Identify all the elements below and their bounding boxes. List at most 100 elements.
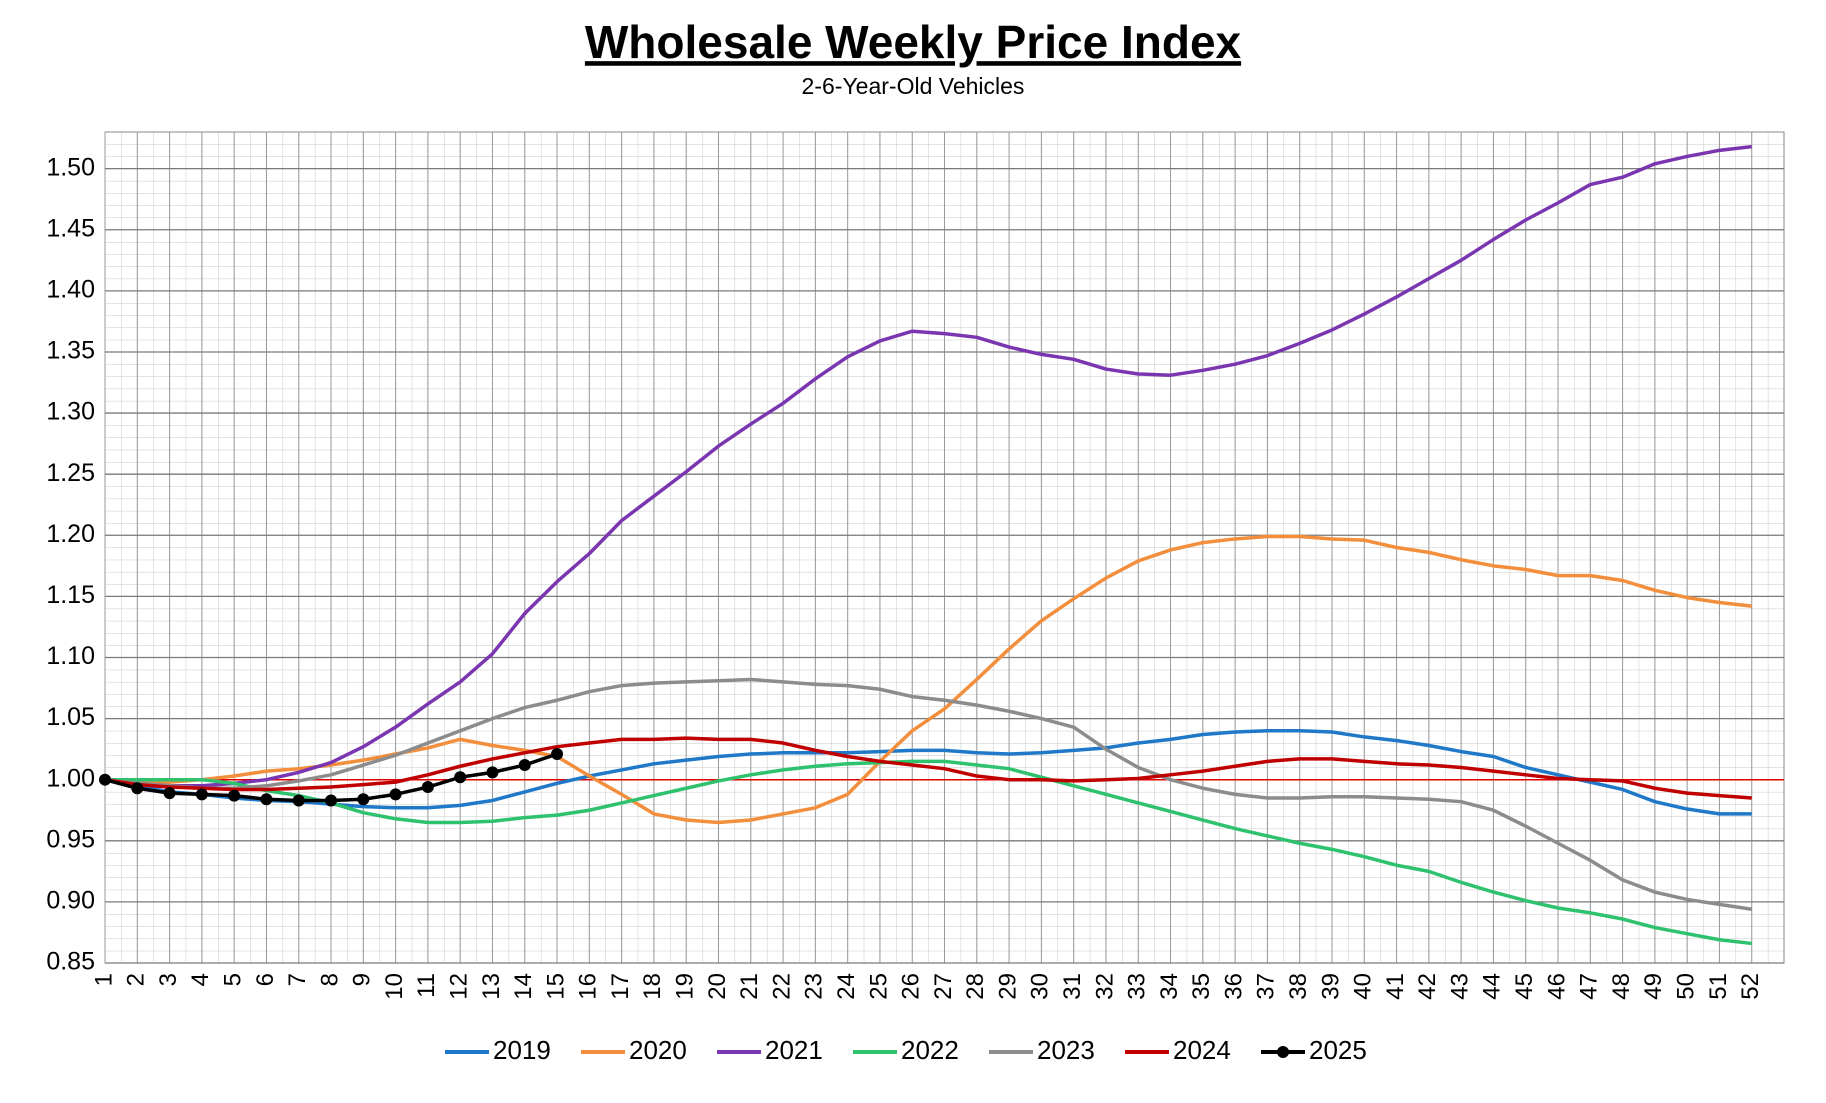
x-tick-label: 48 xyxy=(1608,973,1635,1000)
x-tick-label: 4 xyxy=(187,973,214,986)
x-tick-label: 23 xyxy=(801,973,828,1000)
x-tick-label: 30 xyxy=(1027,973,1054,1000)
y-tick-label: 1.40 xyxy=(46,275,95,303)
x-tick-label: 1 xyxy=(90,973,117,986)
series-marker xyxy=(99,773,111,786)
y-tick-label: 0.90 xyxy=(46,887,95,915)
x-tick-label: 41 xyxy=(1382,973,1409,1000)
series-marker xyxy=(131,782,144,795)
legend-label: 2022 xyxy=(901,1035,959,1065)
x-tick-label: 33 xyxy=(1124,973,1151,1000)
y-tick-label: 1.30 xyxy=(46,398,95,426)
series-marker xyxy=(518,759,531,772)
legend-item: 2025 xyxy=(1261,1035,1367,1065)
series-marker xyxy=(228,789,241,802)
x-tick-label: 35 xyxy=(1188,973,1215,1000)
x-tick-label: 13 xyxy=(478,973,505,1000)
x-tick-label: 22 xyxy=(768,973,795,1000)
series-line xyxy=(104,677,1752,911)
y-tick-label: 1.20 xyxy=(46,520,95,548)
y-tick-label: 1.05 xyxy=(46,703,95,731)
x-tick-label: 34 xyxy=(1156,973,1183,1000)
x-tick-label: 47 xyxy=(1576,973,1603,1000)
x-tick-label: 7 xyxy=(284,973,311,986)
series-line xyxy=(105,759,1752,946)
x-tick-label: 40 xyxy=(1350,973,1377,1000)
x-tick-label: 31 xyxy=(1059,973,1086,1000)
x-tick-label: 50 xyxy=(1672,973,1699,1000)
series-marker xyxy=(421,781,434,794)
x-tick-label: 3 xyxy=(155,973,182,986)
chart-subtitle: 2-6-Year-Old Vehicles xyxy=(802,73,1025,99)
y-tick-label: 0.85 xyxy=(46,948,95,976)
x-tick-label: 10 xyxy=(381,973,408,1000)
legend-label: 2020 xyxy=(629,1035,687,1065)
x-tick-label: 46 xyxy=(1543,973,1570,1000)
series-marker xyxy=(260,793,273,806)
x-tick-label: 14 xyxy=(510,973,537,1000)
x-tick-label: 42 xyxy=(1414,973,1441,1000)
series-line xyxy=(104,729,1752,816)
x-tick-label: 43 xyxy=(1446,973,1473,1000)
series-marker xyxy=(195,788,208,801)
series-line xyxy=(104,534,1752,825)
x-tick-label: 25 xyxy=(865,973,892,1000)
series-marker xyxy=(163,787,176,800)
y-tick-label: 1.15 xyxy=(46,581,95,609)
series-marker xyxy=(357,793,370,806)
x-tick-label: 51 xyxy=(1705,973,1732,1000)
legend-marker xyxy=(1277,1046,1289,1058)
legend-item: 2024 xyxy=(1125,1035,1231,1065)
x-tick-label: 5 xyxy=(219,973,246,986)
x-tick-label: 21 xyxy=(736,973,763,1000)
x-tick-label: 26 xyxy=(898,973,925,1000)
y-tick-label: 1.45 xyxy=(46,214,95,242)
x-tick-label: 39 xyxy=(1317,973,1344,1000)
x-tick-label: 24 xyxy=(833,973,860,1000)
x-tick-label: 36 xyxy=(1220,973,1247,1000)
y-tick-label: 1.00 xyxy=(46,764,95,792)
chart-title: Wholesale Weekly Price Index xyxy=(585,16,1242,68)
x-tick-label: 20 xyxy=(704,973,731,1000)
x-tick-label: 52 xyxy=(1737,973,1764,1000)
x-tick-label: 29 xyxy=(994,973,1021,1000)
legend-label: 2019 xyxy=(493,1035,551,1065)
series-line xyxy=(104,144,1752,788)
legend-label: 2023 xyxy=(1037,1035,1095,1065)
x-tick-label: 8 xyxy=(316,973,343,986)
series-marker xyxy=(551,748,564,761)
x-tick-label: 19 xyxy=(672,973,699,1000)
x-tick-label: 45 xyxy=(1511,973,1538,1000)
x-tick-label: 49 xyxy=(1640,973,1667,1000)
series-marker xyxy=(292,794,305,807)
x-tick-label: 12 xyxy=(446,973,473,1000)
y-tick-label: 1.50 xyxy=(46,153,95,181)
x-tick-label: 28 xyxy=(962,973,989,1000)
y-tick-label: 0.95 xyxy=(46,825,95,853)
y-tick-label: 1.10 xyxy=(46,642,95,670)
series-marker xyxy=(454,771,467,784)
legend-label: 2024 xyxy=(1173,1035,1231,1065)
x-tick-label: 44 xyxy=(1479,973,1506,1000)
x-tick-label: 37 xyxy=(1253,973,1280,1000)
legend-item: 2023 xyxy=(989,1035,1095,1065)
legend-item: 2019 xyxy=(445,1035,551,1065)
x-tick-label: 11 xyxy=(413,973,440,998)
series-marker xyxy=(325,794,338,807)
x-tick-label: 2 xyxy=(123,973,150,986)
legend-item: 2022 xyxy=(853,1035,959,1065)
legend-item: 2021 xyxy=(717,1035,823,1065)
y-tick-label: 1.35 xyxy=(46,337,95,365)
x-tick-label: 27 xyxy=(930,973,957,1000)
x-tick-label: 15 xyxy=(542,973,569,1000)
x-tick-label: 32 xyxy=(1091,973,1118,1000)
series-marker xyxy=(486,766,499,779)
series-line xyxy=(104,736,1752,800)
x-tick-label: 16 xyxy=(575,973,602,1000)
x-tick-label: 17 xyxy=(607,973,634,1000)
series-marker xyxy=(389,788,402,801)
x-tick-label: 18 xyxy=(639,973,666,1000)
x-tick-label: 9 xyxy=(349,973,376,986)
legend-label: 2021 xyxy=(765,1035,823,1065)
